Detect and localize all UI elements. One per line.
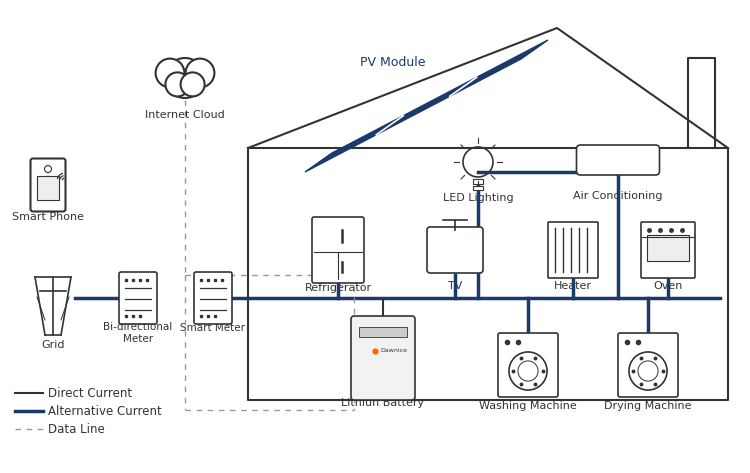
FancyBboxPatch shape [498,333,558,397]
FancyBboxPatch shape [351,316,415,400]
Text: Litniun Battery: Litniun Battery [341,398,424,408]
Circle shape [166,72,190,96]
FancyBboxPatch shape [641,222,695,278]
Text: Refrigerator: Refrigerator [304,283,371,293]
Text: Heater: Heater [554,281,592,291]
Text: Internet Cloud: Internet Cloud [146,110,225,120]
FancyBboxPatch shape [31,158,65,211]
Bar [473,179,483,184]
Text: Washing Machine: Washing Machine [479,401,577,411]
Bar [473,186,483,190]
Circle shape [44,166,52,173]
Text: Data Line: Data Line [48,422,105,436]
Text: TV: TV [448,281,462,291]
FancyBboxPatch shape [312,217,364,283]
FancyBboxPatch shape [548,222,598,278]
Circle shape [185,59,214,88]
Text: Grid: Grid [41,340,64,350]
Text: LED Lighting: LED Lighting [442,193,513,203]
Text: Air Conditioning: Air Conditioning [573,191,663,201]
FancyBboxPatch shape [427,227,483,273]
Circle shape [181,72,205,96]
Text: Dawnice: Dawnice [380,349,407,353]
Bar [359,327,407,337]
Text: Smart Meter: Smart Meter [181,323,245,333]
Bar [647,235,689,261]
Text: PV Module: PV Module [360,56,426,70]
Text: Oven: Oven [653,281,682,291]
Circle shape [165,58,205,98]
FancyBboxPatch shape [618,333,678,397]
FancyBboxPatch shape [119,272,157,324]
Polygon shape [305,40,548,172]
Bar [38,175,58,201]
FancyBboxPatch shape [577,145,659,175]
Text: Smart Phone: Smart Phone [12,212,84,222]
Text: Direct Current: Direct Current [48,386,132,400]
Text: Bi-directional
Meter: Bi-directional Meter [104,322,172,344]
Text: Alternative Current: Alternative Current [48,404,162,418]
Circle shape [155,59,184,88]
Text: Drying Machine: Drying Machine [604,401,692,411]
FancyBboxPatch shape [194,272,232,324]
